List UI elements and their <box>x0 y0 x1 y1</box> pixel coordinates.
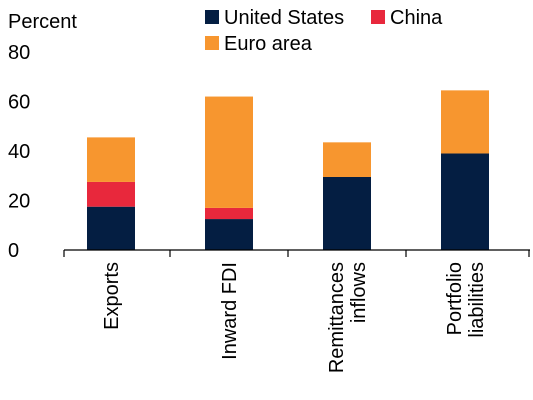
x-tick-label-remittances-inflows: Remittancesinflows <box>326 262 370 373</box>
bar-portfolio-liabilities-euro-area <box>441 90 489 154</box>
legend-label-china: China <box>390 7 443 29</box>
legend-label-euro-area: Euro area <box>224 33 313 55</box>
legend-label-united-states: United States <box>224 7 344 29</box>
x-tick-label-inward-fdi: Inward FDI <box>219 262 241 360</box>
y-tick-label: 80 <box>8 42 30 64</box>
x-tick-label-portfolio-liabilities: Portfolioliabilities <box>444 262 488 338</box>
legend-swatch-china <box>371 10 385 24</box>
bar-exports-euro-area <box>87 137 135 182</box>
bar-remittances-inflows-euro-area <box>323 142 371 177</box>
y-axis-label: Percent <box>8 11 77 33</box>
legend: United States China Euro area <box>205 7 443 55</box>
y-tick-label: 20 <box>8 191 30 213</box>
bar-inward-fdi-china <box>205 207 253 220</box>
y-axis: 0 20 40 60 80 <box>8 42 30 262</box>
bar-exports-united-states <box>87 206 135 250</box>
plot-area <box>87 90 489 250</box>
y-tick-label: 0 <box>8 240 19 262</box>
bar-portfolio-liabilities-united-states <box>441 153 489 250</box>
x-axis: Exports Inward FDI Remittancesinflows Portf… <box>63 249 530 373</box>
bar-exports-china <box>87 181 135 207</box>
legend-swatch-united-states <box>205 10 219 24</box>
bar-remittances-inflows-united-states <box>323 176 371 250</box>
y-tick-label: 40 <box>8 141 30 163</box>
bar-inward-fdi-united-states <box>205 219 253 250</box>
y-tick-label: 60 <box>8 92 30 114</box>
bar-inward-fdi-euro-area <box>205 96 253 208</box>
x-tick-label-exports: Exports <box>101 262 123 330</box>
legend-swatch-euro-area <box>205 36 219 50</box>
